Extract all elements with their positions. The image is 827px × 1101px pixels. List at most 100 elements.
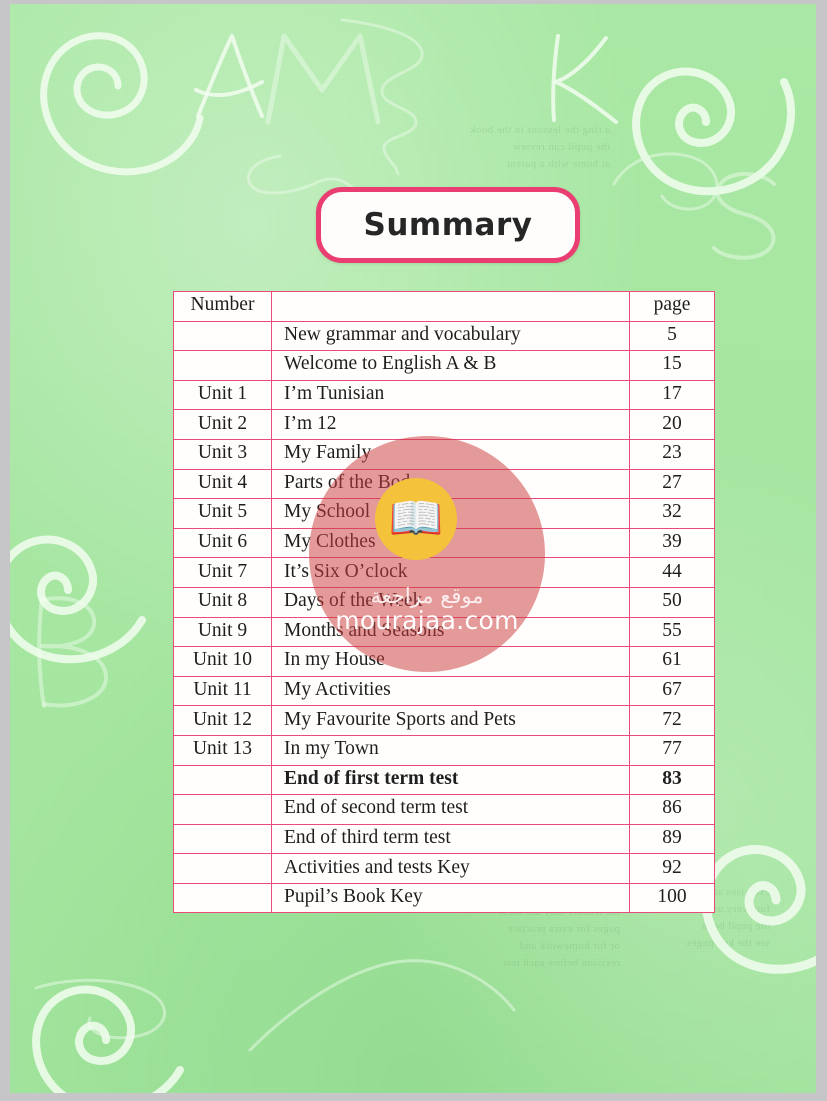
row-title: Welcome to English A & B: [271, 350, 630, 381]
row-page: 77: [629, 734, 715, 766]
squiggle-decoration-left-lower: [32, 974, 182, 1064]
bleed-through-text-bottom: the teacher may use these pages for extr…: [498, 906, 620, 969]
row-number: Unit 9: [173, 616, 272, 648]
row-page: 55: [629, 616, 715, 648]
row-page: 27: [629, 468, 715, 500]
table-row[interactable]: Unit 2 I’m 12 20: [173, 409, 715, 440]
row-page: 5: [629, 320, 715, 352]
table-row[interactable]: Welcome to English A & B 15: [173, 350, 715, 381]
table-row[interactable]: Unit 8 Days of the Week 50: [173, 586, 715, 618]
squiggle-decoration-right: [610, 144, 730, 214]
row-title: Months and Seasons: [271, 616, 630, 648]
row-page: 100: [629, 882, 715, 914]
squiggle-decoration-bottom-center: [246, 954, 526, 1064]
row-number: Unit 13: [173, 734, 272, 766]
table-row[interactable]: End of second term test 86: [173, 794, 715, 825]
row-number: Unit 8: [173, 586, 272, 618]
row-title: My Favourite Sports and Pets: [271, 705, 630, 736]
row-title: Pupil’s Book Key: [271, 882, 630, 914]
row-number: Unit 6: [173, 527, 272, 559]
row-number: Unit 12: [173, 705, 272, 736]
column-header-title: [271, 291, 630, 322]
row-page: 32: [629, 498, 715, 529]
row-page: 39: [629, 527, 715, 559]
column-header-page: page: [629, 291, 715, 322]
row-number: Unit 4: [173, 468, 272, 500]
table-row[interactable]: Unit 13 In my Town 77: [173, 734, 715, 766]
row-page: 92: [629, 853, 715, 884]
table-row[interactable]: Unit 10 In my House 61: [173, 646, 715, 677]
page-title: Summary: [363, 207, 533, 243]
table-body: Number page New grammar and vocabulary 5…: [173, 291, 715, 914]
row-page: 20: [629, 409, 715, 440]
row-title: In my Town: [271, 734, 630, 766]
table-row[interactable]: New grammar and vocabulary 5: [173, 320, 715, 352]
row-title: New grammar and vocabulary: [271, 320, 630, 352]
letter-k-decoration: [540, 32, 630, 124]
row-title: End of first term test: [271, 764, 630, 796]
row-title: In my House: [271, 646, 630, 677]
row-number: Unit 11: [173, 675, 272, 707]
row-number: [173, 350, 272, 381]
squiggle-decoration-top-center: [338, 18, 458, 178]
row-title: My Clothes: [271, 527, 630, 559]
table-row[interactable]: End of third term test 89: [173, 823, 715, 855]
row-page: 72: [629, 705, 715, 736]
row-number: Unit 3: [173, 438, 272, 470]
table-header-row: Number page: [173, 291, 715, 322]
table-row[interactable]: Unit 6 My Clothes 39: [173, 527, 715, 559]
spiral-decoration-top-right: [632, 40, 816, 220]
row-title: Days of the Week: [271, 586, 630, 618]
row-number: Unit 7: [173, 557, 272, 588]
letter-s-decoration: [700, 166, 790, 266]
row-title: My Activities: [271, 675, 630, 707]
textbook-page: a ring the lessons in the book the pupil…: [10, 4, 816, 1093]
letter-b-decoration: [24, 592, 124, 712]
row-number: [173, 320, 272, 352]
page-title-plaque: Summary: [316, 187, 580, 263]
row-title: Activities and tests Key: [271, 853, 630, 884]
table-row[interactable]: Activities and tests Key 92: [173, 853, 715, 884]
row-title: I’m 12: [271, 409, 630, 440]
row-number: Unit 10: [173, 646, 272, 677]
table-row[interactable]: End of first term test 83: [173, 764, 715, 796]
row-title: My School: [271, 498, 630, 529]
table-row[interactable]: Pupil’s Book Key 100: [173, 882, 715, 914]
table-row[interactable]: Unit 9 Months and Seasons 55: [173, 616, 715, 648]
spiral-decoration-bottom-left: [16, 956, 206, 1093]
row-title: My Family: [271, 438, 630, 470]
letter-m-decoration: [260, 28, 390, 128]
letter-a-decoration: [188, 30, 268, 120]
spiral-decoration-top-left: [26, 22, 206, 192]
row-number: Unit 2: [173, 409, 272, 440]
table-row[interactable]: Unit 5 My School 32: [173, 498, 715, 529]
row-page: 67: [629, 675, 715, 707]
row-title: It’s Six O’clock: [271, 557, 630, 588]
column-header-number: Number: [173, 291, 272, 322]
table-row[interactable]: Unit 11 My Activities 67: [173, 675, 715, 707]
row-title: End of third term test: [271, 823, 630, 855]
table-row[interactable]: Unit 1 I’m Tunisian 17: [173, 379, 715, 411]
bleed-through-text-top: a ring the lessons in the book the pupil…: [469, 124, 610, 170]
table-row[interactable]: Unit 4 Parts of the Body 27: [173, 468, 715, 500]
row-page: 61: [629, 646, 715, 677]
row-number: [173, 794, 272, 825]
row-number: [173, 882, 272, 914]
row-page: 15: [629, 350, 715, 381]
row-number: [173, 764, 272, 796]
summary-table-of-contents: Number page New grammar and vocabulary 5…: [173, 291, 715, 914]
table-row[interactable]: Unit 12 My Favourite Sports and Pets 72: [173, 705, 715, 736]
row-number: [173, 823, 272, 855]
row-number: Unit 1: [173, 379, 272, 411]
table-row[interactable]: Unit 7 It’s Six O’clock 44: [173, 557, 715, 588]
row-title: End of second term test: [271, 794, 630, 825]
row-title: Parts of the Body: [271, 468, 630, 500]
row-page: 44: [629, 557, 715, 588]
row-page: 83: [629, 764, 715, 796]
table-row[interactable]: Unit 3 My Family 23: [173, 438, 715, 470]
row-page: 17: [629, 379, 715, 411]
row-page: 50: [629, 586, 715, 618]
row-number: [173, 853, 272, 884]
row-page: 86: [629, 794, 715, 825]
